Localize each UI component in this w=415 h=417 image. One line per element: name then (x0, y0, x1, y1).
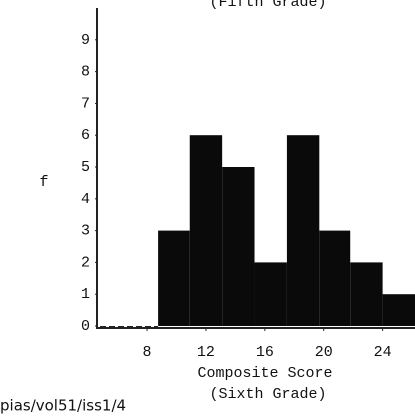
x-tick-label: 12 (197, 344, 215, 361)
bar (382, 294, 415, 326)
bar (350, 262, 383, 326)
x-tick-label: 20 (315, 344, 333, 361)
bar (158, 230, 190, 326)
y-tick-label: 4 (81, 191, 90, 208)
y-tick-label: 8 (81, 64, 90, 81)
y-tick-label: 9 (81, 32, 90, 49)
y-tick-label: 2 (81, 254, 90, 271)
x-axis-label: Composite Score (197, 365, 332, 382)
bar (286, 135, 320, 326)
y-axis-label: f (39, 174, 48, 191)
annotation: pias/vol51/iss1/4 (0, 397, 126, 415)
x-tick-label: 8 (143, 344, 152, 361)
subtitle: (Sixth Grade) (209, 386, 326, 403)
x-tick-label: 16 (256, 344, 274, 361)
y-tick-label: 6 (81, 127, 90, 144)
x-tick-label: 24 (374, 344, 392, 361)
y-tick-label: 5 (81, 159, 90, 176)
y-tick-label: 3 (81, 223, 90, 240)
bar (319, 230, 351, 326)
y-tick-label: 0 (81, 318, 90, 335)
chart-title: (Fifth Grade) (209, 0, 326, 11)
bar (254, 262, 287, 326)
bar (222, 167, 255, 326)
bar (189, 135, 223, 326)
y-tick-label: 1 (81, 286, 90, 303)
y-tick-label: 7 (81, 95, 90, 112)
